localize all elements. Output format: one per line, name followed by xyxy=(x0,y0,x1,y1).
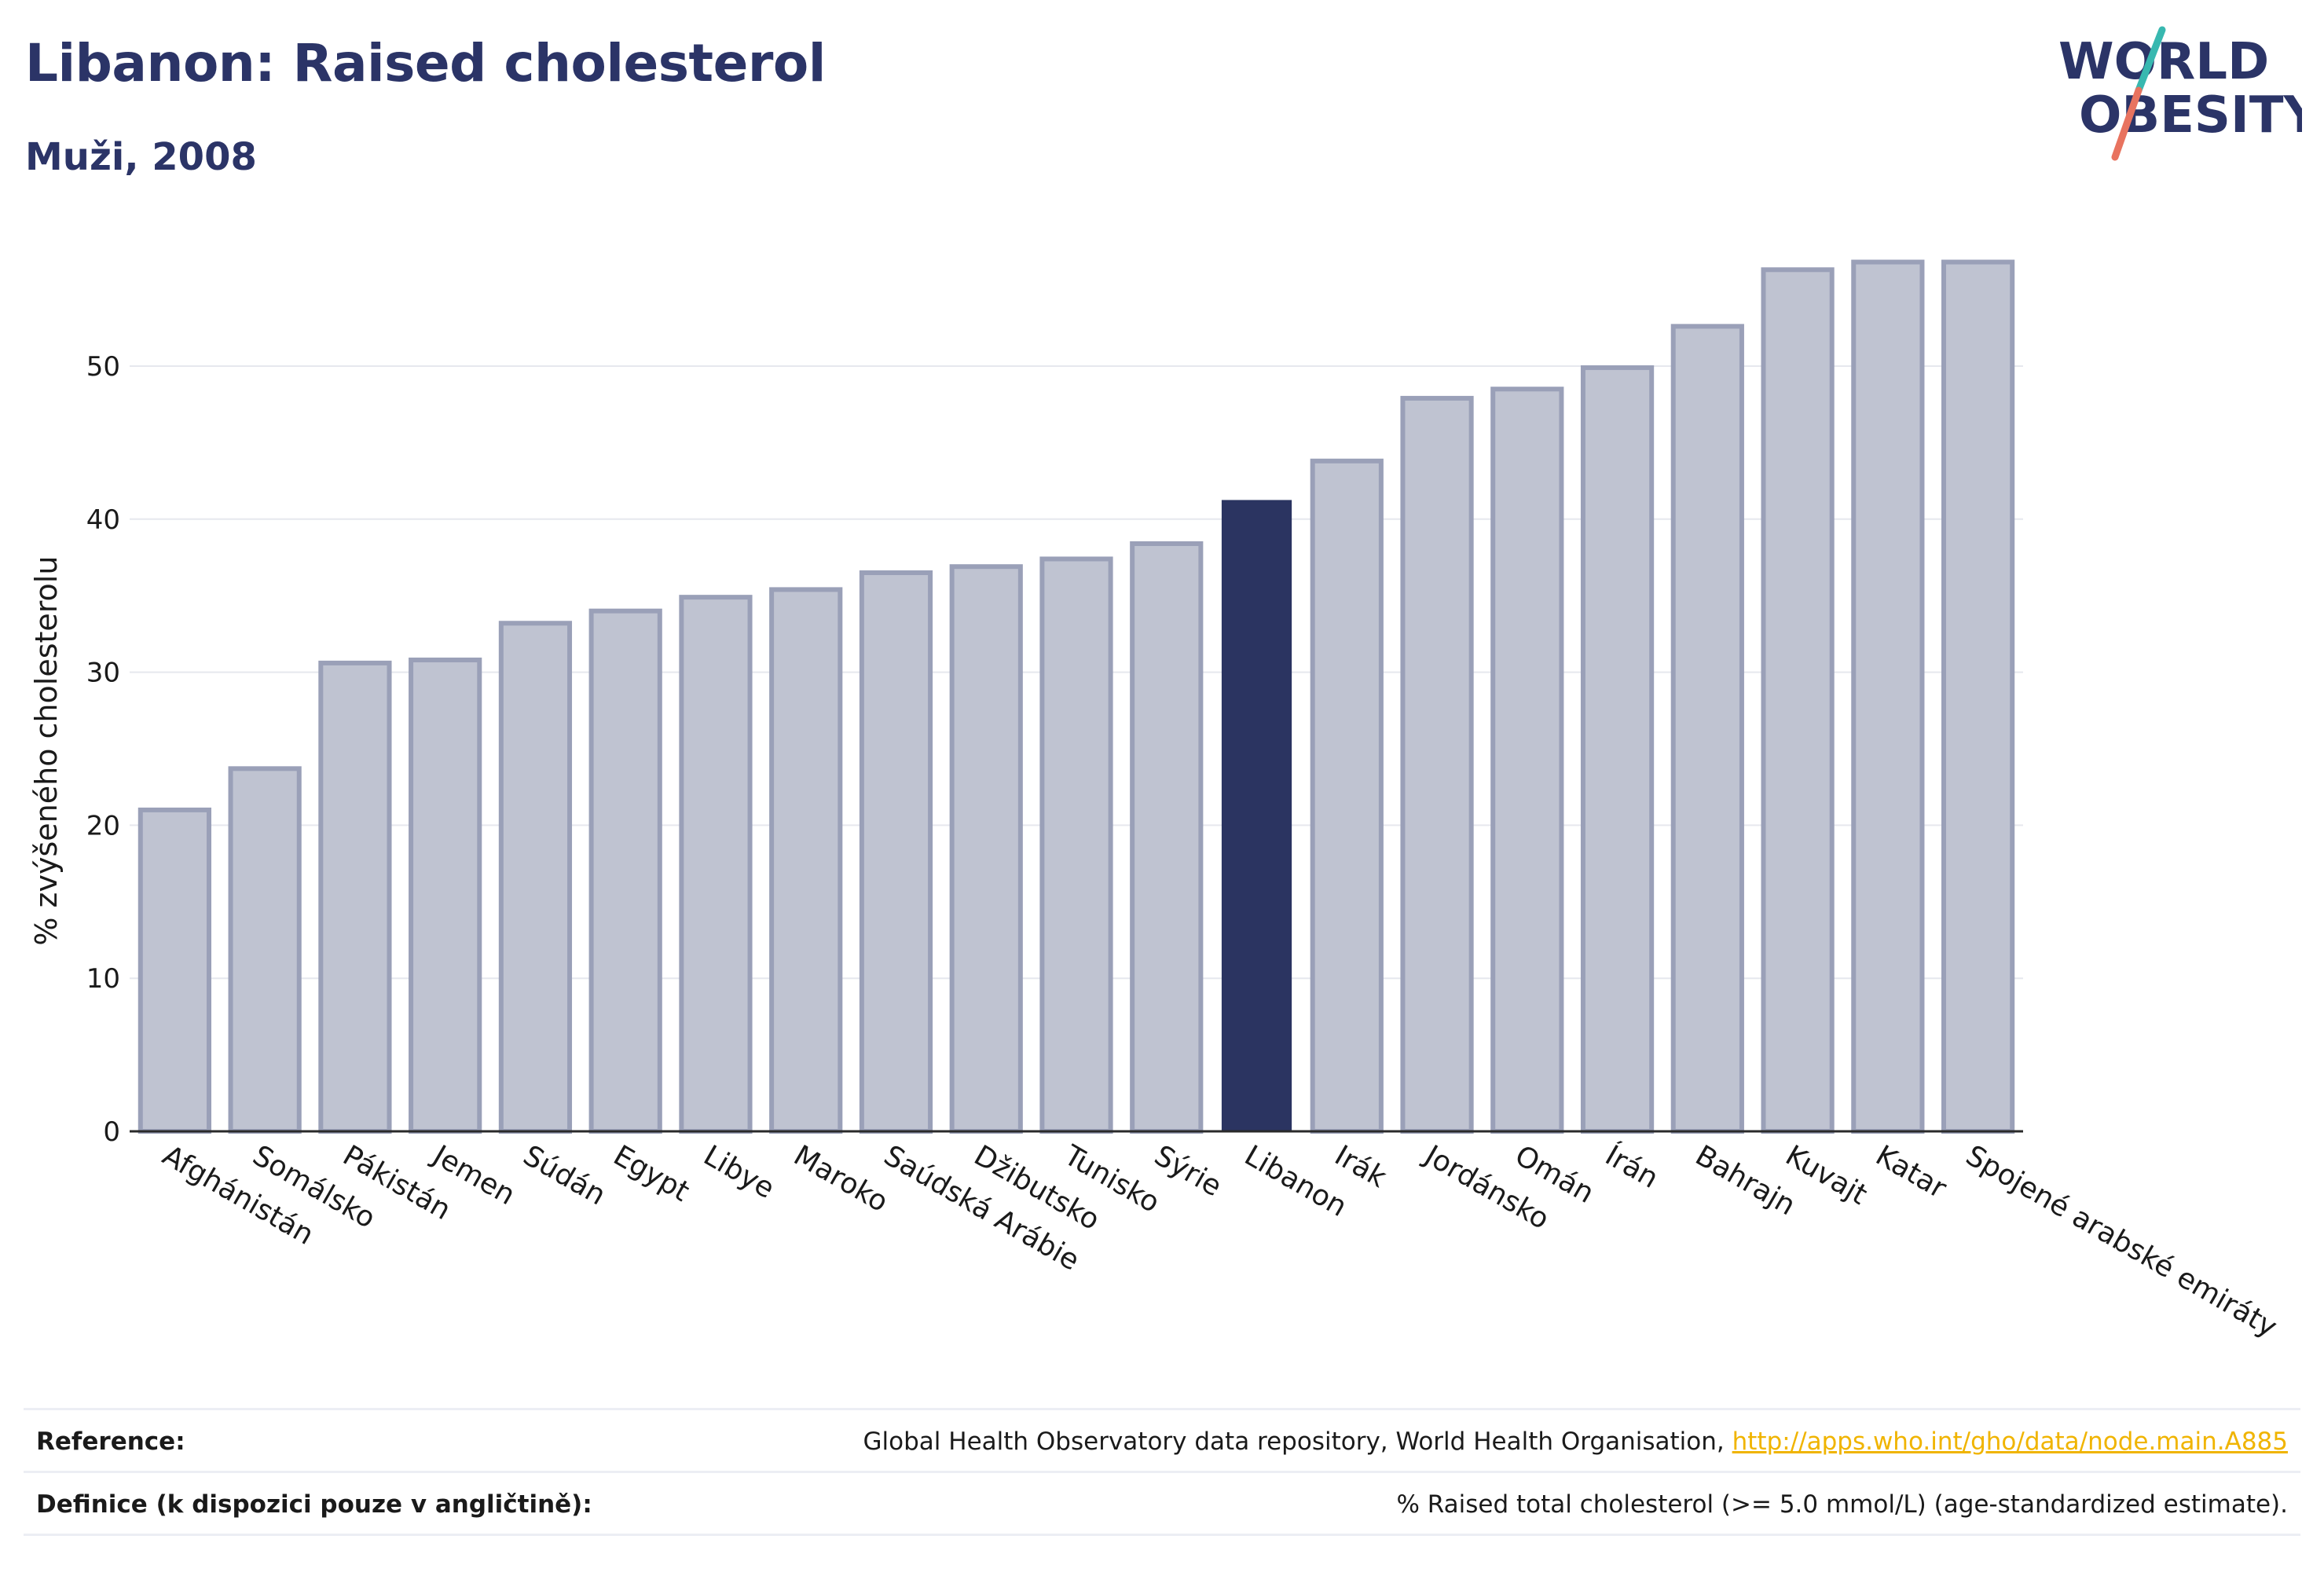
x-tick-label: Súdán xyxy=(518,1139,611,1211)
bar-13 xyxy=(1310,458,1384,1134)
y-tick-label: 10 xyxy=(86,963,120,995)
bar-5 xyxy=(588,608,662,1134)
chart-subtitle: Muži, 2008 xyxy=(25,135,257,179)
chart-title: Libanon: Raised cholesterol xyxy=(25,33,826,93)
bar-10 xyxy=(1039,556,1113,1134)
bar-8 xyxy=(859,570,933,1134)
y-tick-label: 30 xyxy=(86,658,120,689)
x-tick-label: Bahrajn xyxy=(1690,1139,1801,1222)
y-tick-label: 20 xyxy=(86,810,120,841)
bar-14 xyxy=(1400,395,1474,1134)
logo-line2: OBESITY xyxy=(2079,86,2302,145)
x-tick-label: Libye xyxy=(698,1139,779,1205)
footer-divider xyxy=(24,1534,2300,1536)
x-tick-label: Spojené arabské emiráty xyxy=(1960,1139,2282,1343)
definition-row: Definice (k dispozici pouze v angličtině… xyxy=(24,1471,2300,1536)
bar-9 xyxy=(949,564,1023,1134)
x-tick-label: Libanon xyxy=(1239,1139,1352,1223)
reference-link[interactable]: http://apps.who.int/gho/data/node.main.A… xyxy=(1732,1428,2288,1456)
bar-19 xyxy=(1851,259,1925,1134)
bar-2 xyxy=(318,660,392,1134)
logo-slash-teal xyxy=(2135,26,2166,94)
definition-value: % Raised total cholesterol (>= 5.0 mmol/… xyxy=(1396,1490,2288,1519)
x-tick-label: Maroko xyxy=(788,1139,893,1219)
bar-15 xyxy=(1490,387,1564,1134)
bar-17 xyxy=(1670,324,1744,1134)
bar-20 xyxy=(1941,259,2015,1134)
reference-value: Global Health Observatory data repositor… xyxy=(863,1428,2288,1456)
definition-label: Definice (k dispozici pouze v angličtině… xyxy=(36,1490,592,1519)
reference-row: Reference: Global Health Observatory dat… xyxy=(24,1408,2300,1473)
x-tick-label: Egypt xyxy=(608,1139,695,1208)
y-tick-label: 50 xyxy=(86,351,120,383)
x-tick-label: Afghánistán xyxy=(157,1139,319,1252)
bar-11 xyxy=(1130,541,1204,1134)
x-tick-label: Katar xyxy=(1870,1139,1952,1205)
bar-4 xyxy=(498,621,573,1134)
bar-12 xyxy=(1221,500,1292,1132)
bar-7 xyxy=(769,587,843,1134)
x-tick-label: Irák xyxy=(1329,1139,1392,1194)
bar-0 xyxy=(137,807,211,1134)
bar-18 xyxy=(1761,267,1835,1134)
y-tick-label: 40 xyxy=(86,504,120,536)
reference-text: Global Health Observatory data repositor… xyxy=(863,1428,1732,1456)
reference-label: Reference: xyxy=(36,1428,185,1456)
logo-slash-coral xyxy=(2111,86,2143,161)
logo-line1: WORLD xyxy=(2058,33,2269,91)
y-axis-label: % zvýšeného cholesterolu xyxy=(29,556,64,946)
bar-6 xyxy=(679,595,753,1134)
bar-1 xyxy=(228,766,302,1134)
x-tick-label: Írán xyxy=(1600,1138,1664,1195)
bar-16 xyxy=(1580,365,1655,1134)
bar-3 xyxy=(409,658,482,1134)
bar-chart: 0 10 20 30 40 50 % zvýšeného cholesterolu Afghá… xyxy=(29,259,2282,1344)
y-tick-label: 0 xyxy=(103,1116,120,1148)
world-obesity-logo: WORLD OBESITY xyxy=(2058,26,2302,161)
